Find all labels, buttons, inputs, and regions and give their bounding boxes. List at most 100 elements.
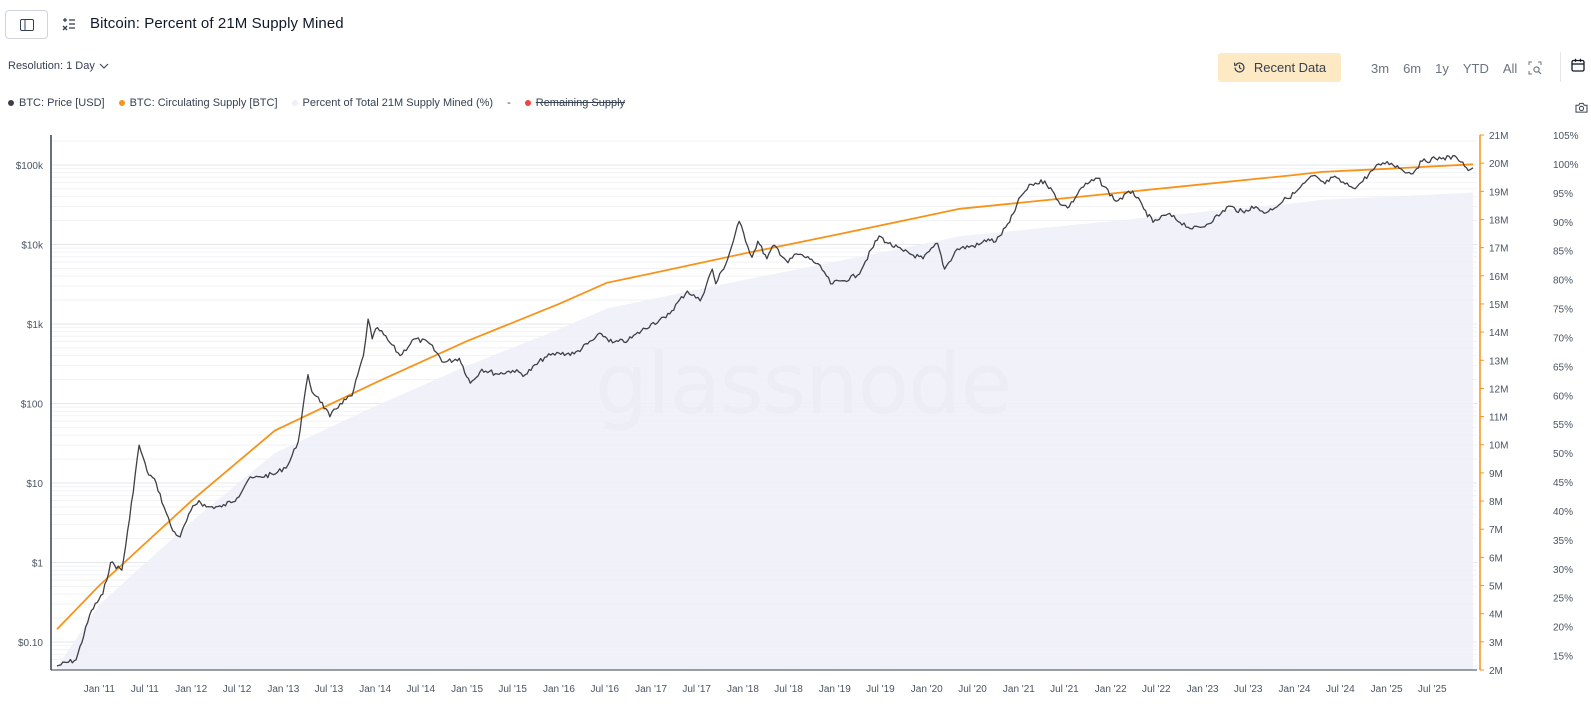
chart-canvas[interactable]: glassnode $0.10$1$10$100$1k$10k$100kJan … xyxy=(0,125,1591,709)
legend-label: BTC: Circulating Supply [BTC] xyxy=(129,97,278,109)
legend-dot xyxy=(118,100,125,106)
x-tick-label: Jul '25 xyxy=(1418,684,1447,695)
range-6m-button[interactable]: 6m xyxy=(1396,61,1428,76)
y-percent-tick-label: 30% xyxy=(1553,565,1573,576)
x-tick-label: Jan '14 xyxy=(359,684,391,695)
price-line xyxy=(56,155,1474,667)
y-supply-tick-label: 17M xyxy=(1489,244,1508,255)
y-supply-tick-label: 7M xyxy=(1489,525,1503,536)
x-tick-label: Jan '12 xyxy=(175,684,207,695)
x-tick-label: Jan '16 xyxy=(543,684,575,695)
x-tick-label: Jan '20 xyxy=(911,684,943,695)
percent-area-fill xyxy=(57,192,1473,670)
x-tick-label: Jul '22 xyxy=(1142,684,1171,695)
y-left-tick-label: $10k xyxy=(21,240,44,251)
y-percent-tick-label: 45% xyxy=(1553,478,1573,489)
y-supply-tick-label: 20M xyxy=(1489,159,1508,170)
y-supply-tick-label: 12M xyxy=(1489,384,1508,395)
supply-series-line xyxy=(56,163,1474,630)
y-supply-tick-label: 18M xyxy=(1489,215,1508,226)
page-title: Bitcoin: Percent of 21M Supply Mined xyxy=(90,15,344,32)
legend-dot xyxy=(524,100,531,106)
y-supply-tick-label: 4M xyxy=(1489,610,1503,621)
x-tick-label: Jul '11 xyxy=(131,684,159,695)
y-percent-tick-label: 35% xyxy=(1553,536,1573,547)
x-tick-label: Jul '17 xyxy=(682,684,711,695)
y-percent-tick-label: 55% xyxy=(1553,420,1573,431)
legend-item-supply[interactable]: BTC: Circulating Supply [BTC] xyxy=(118,97,278,109)
resolution-label: Resolution: 1 Day xyxy=(8,60,95,72)
percent-area xyxy=(57,192,1473,670)
recent-data-label: Recent Data xyxy=(1253,60,1327,75)
legend-item-percent[interactable]: Percent of Total 21M Supply Mined (%) xyxy=(291,97,494,109)
chart-axes: $0.10 $1 $10 $100 $1k $10k $100k Jan '11 Jul '11… xyxy=(16,131,1579,695)
calendar-icon[interactable] xyxy=(1571,58,1585,72)
range-selector: 3m 6m 1y YTD All xyxy=(1364,58,1542,78)
zoom-select-icon[interactable] xyxy=(1528,61,1542,75)
y-percent-tick-label: 65% xyxy=(1553,362,1573,373)
x-tick-label: Jul '16 xyxy=(590,684,619,695)
sidebar-icon xyxy=(19,18,34,31)
x-tick-label: Jul '14 xyxy=(406,684,435,695)
toolbar-divider xyxy=(1560,52,1561,82)
x-tick-label: Jan '25 xyxy=(1371,684,1403,695)
y-supply-tick-label: 13M xyxy=(1489,356,1508,367)
y-percent-tick-label: 25% xyxy=(1553,594,1573,605)
x-tick-label: Jan '11 xyxy=(84,684,116,695)
y-supply-tick-label: 9M xyxy=(1489,469,1503,480)
y-left-tick-label: $1k xyxy=(27,320,44,331)
x-tick-label: Jul '15 xyxy=(498,684,527,695)
x-tick-label: Jul '18 xyxy=(774,684,803,695)
x-tick-label: Jan '23 xyxy=(1187,684,1219,695)
x-tick-label: Jan '18 xyxy=(727,684,759,695)
sidebar-toggle-button[interactable] xyxy=(5,10,48,39)
y-percent-tick-label: 90% xyxy=(1553,218,1573,229)
y-supply-tick-label: 15M xyxy=(1489,300,1508,311)
history-icon xyxy=(1233,62,1245,73)
legend-item-price[interactable]: BTC: Price [USD] xyxy=(8,97,105,109)
x-tick-label: Jan '17 xyxy=(635,684,667,695)
price-series-line xyxy=(56,155,1474,667)
range-3m-button[interactable]: 3m xyxy=(1364,61,1396,76)
top-bar: Bitcoin: Percent of 21M Supply Mined xyxy=(0,0,1591,50)
y-supply-tick-label: 16M xyxy=(1489,272,1508,283)
legend-label: Percent of Total 21M Supply Mined (%) xyxy=(302,97,494,109)
x-tick-label: Jan '21 xyxy=(1003,684,1035,695)
y-supply-tick-label: 10M xyxy=(1489,441,1508,452)
camera-icon[interactable] xyxy=(1575,102,1588,113)
metric-settings-icon[interactable] xyxy=(62,17,76,31)
x-tick-label: Jul '23 xyxy=(1234,684,1263,695)
y-supply-tick-label: 6M xyxy=(1489,553,1503,564)
x-tick-label: Jul '20 xyxy=(958,684,987,695)
range-ytd-button[interactable]: YTD xyxy=(1456,61,1496,76)
y-supply-tick-label: 5M xyxy=(1489,582,1503,593)
y-percent-tick-label: 100% xyxy=(1553,160,1579,171)
y-percent-tick-label: 60% xyxy=(1553,391,1573,402)
y-left-tick-label: $0.10 xyxy=(18,638,43,649)
x-tick-label: Jul '21 xyxy=(1050,684,1079,695)
x-tick-label: Jul '13 xyxy=(315,684,344,695)
range-all-button[interactable]: All xyxy=(1496,61,1524,76)
recent-data-button[interactable]: Recent Data xyxy=(1218,53,1341,82)
x-tick-label: Jul '19 xyxy=(866,684,895,695)
legend-label: Remaining Supply xyxy=(535,97,626,109)
y-supply-tick-label: 14M xyxy=(1489,328,1508,339)
y-supply-tick-label: 3M xyxy=(1489,638,1503,649)
y-supply-tick-label: 8M xyxy=(1489,497,1503,508)
legend-label: BTC: Price [USD] xyxy=(19,97,105,109)
y-percent-tick-label: 105% xyxy=(1553,131,1579,142)
x-tick-label: Jul '24 xyxy=(1326,684,1355,695)
legend-item-remaining[interactable]: Remaining Supply xyxy=(524,97,626,109)
y-supply-tick-label: 11M xyxy=(1489,413,1508,424)
range-1y-button[interactable]: 1y xyxy=(1428,61,1456,76)
y-percent-tick-label: 20% xyxy=(1553,623,1573,634)
chart-legend: BTC: Price [USD] BTC: Circulating Supply… xyxy=(8,96,639,110)
x-tick-label: Jan '22 xyxy=(1095,684,1127,695)
x-tick-label: Jan '13 xyxy=(267,684,299,695)
y-supply-tick-label: 21M xyxy=(1489,131,1508,142)
y-left-tick-label: $10 xyxy=(26,479,43,490)
resolution-dropdown[interactable]: Resolution: 1 Day xyxy=(8,60,109,72)
y-percent-tick-label: 80% xyxy=(1553,276,1573,287)
y-percent-tick-label: 40% xyxy=(1553,507,1573,518)
legend-dot xyxy=(8,100,14,106)
